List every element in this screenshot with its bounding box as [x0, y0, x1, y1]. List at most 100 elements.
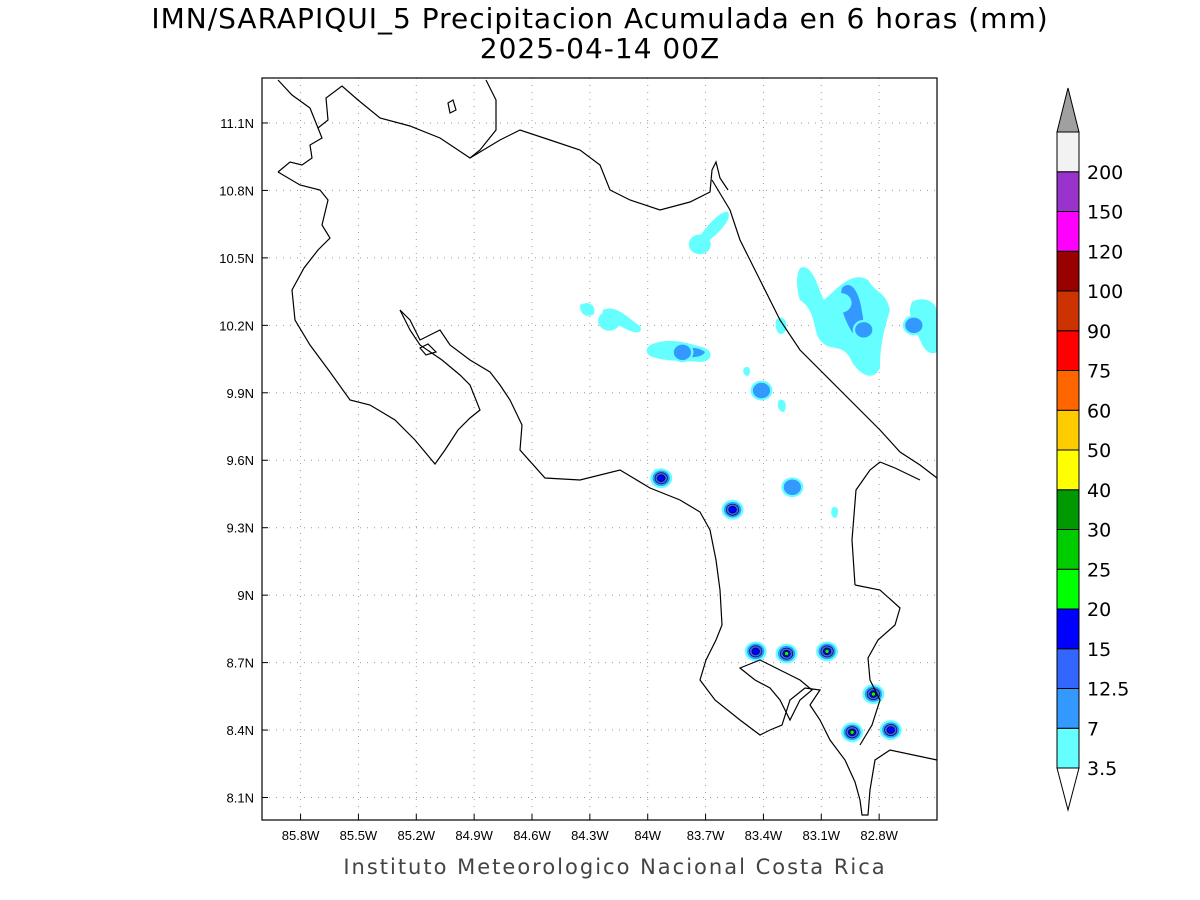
colorbar-over-arrow [1056, 87, 1080, 133]
precip-cell [671, 342, 694, 363]
precip-contour-level [598, 310, 621, 331]
colorbar-swatch [1056, 608, 1080, 650]
precip-contour-level [829, 292, 852, 313]
precip-cell [750, 380, 773, 401]
precip-contour-level [657, 474, 666, 482]
precip-contour-level [783, 479, 801, 495]
coastline-nicaragua-border [469, 129, 729, 211]
y-tick-label: 9.6N [227, 453, 254, 468]
precip-cell [829, 292, 852, 313]
colorbar-label: 150 [1087, 202, 1123, 224]
colorbar-label: 100 [1087, 281, 1123, 303]
y-tick-label: 8.1N [227, 791, 254, 806]
colorbar-swatch [1056, 449, 1080, 491]
precip-area-east-small-2 [777, 399, 786, 412]
island-nicoya [419, 343, 438, 356]
precip-area-caribbean-north [797, 267, 890, 376]
colorbar-swatch [1056, 250, 1080, 292]
colorbar-label: 40 [1087, 480, 1111, 502]
map-title: IMN/SARAPIQUI_5 Precipitacion Acumulada … [151, 2, 1049, 35]
colorbar-under-arrow [1056, 767, 1080, 812]
colorbar-label: 12.5 [1087, 679, 1129, 701]
precip-cell [598, 310, 621, 331]
precip-contour-level [905, 317, 923, 334]
precip-cell [744, 641, 767, 662]
colorbar-label: 200 [1087, 162, 1123, 184]
y-tick-label: 9.9N [227, 386, 254, 401]
x-tick-label: 84.9W [455, 828, 493, 843]
coastline-nicoya-gulf [399, 309, 938, 816]
longitude-axis: 85.8W 85.5W 85.2W 84.9W 84.6W 84.3W 84W 83.7W 83… [282, 814, 899, 843]
x-tick-label: 83.1W [802, 828, 840, 843]
colorbar-swatch [1056, 290, 1080, 332]
precip-cell [650, 468, 673, 489]
footer-credit: Instituto Meteorologico Nacional Costa R… [343, 855, 887, 879]
precip-contour-level [673, 344, 692, 361]
precip-area-east-small-4 [831, 506, 839, 518]
precip-cell [879, 720, 902, 740]
y-tick-label: 10.8N [219, 183, 254, 198]
y-tick-label: 10.5N [219, 251, 254, 266]
precip-cell [688, 234, 711, 255]
precip-cell [721, 499, 744, 520]
precip-area-north-band [699, 211, 729, 243]
coastline-caribbean [711, 179, 938, 479]
colorbar-label: 3.5 [1087, 758, 1117, 780]
precip-cell [841, 722, 864, 743]
colorbar-swatch [1056, 409, 1080, 451]
border-panama [851, 461, 921, 746]
color-legend: 3.5 7 12.5 15 20 25 30 40 50 60 75 90 100 120 150 200 [1056, 87, 1129, 812]
y-tick-label: 8.7N [227, 656, 254, 671]
colorbar-swatch [1056, 330, 1080, 371]
x-tick-label: 85.5W [340, 828, 378, 843]
colorbar-swatch [1056, 648, 1080, 689]
y-tick-label: 10.2N [219, 318, 254, 333]
map-frame [261, 77, 938, 821]
precip-contour-level [849, 730, 855, 735]
island-small [447, 99, 457, 114]
y-tick-label: 9N [237, 588, 254, 603]
lat-lon-grid [262, 78, 937, 820]
precip-contour-level [752, 382, 771, 399]
colorbar-swatch [1056, 529, 1080, 570]
coastline-nicaragua-south [277, 79, 497, 159]
colorbar-swatch [1056, 688, 1080, 729]
x-tick-label: 83.7W [687, 828, 725, 843]
precip-area-east-small-3 [743, 366, 751, 376]
colorbar-label: 75 [1087, 361, 1111, 383]
x-tick-label: 85.2W [397, 828, 435, 843]
colorbar-swatch [1056, 727, 1080, 769]
colorbar-label: 30 [1087, 520, 1111, 542]
precip-area-east-small [775, 317, 787, 335]
colorbar-swatch [1056, 131, 1080, 173]
x-tick-label: 84W [634, 828, 661, 843]
precip-cell [781, 477, 804, 498]
colorbar-label: 7 [1087, 718, 1099, 740]
colorbar-swatch [1056, 370, 1080, 411]
colorbar-swatch [1056, 211, 1080, 252]
x-tick-label: 84.3W [571, 828, 609, 843]
peninsula-osa [738, 659, 813, 722]
precip-contour-level [751, 647, 760, 656]
map-subtitle-datetime: 2025-04-14 00Z [479, 32, 721, 65]
precip-contour-level [824, 649, 830, 654]
colorbar-label: 50 [1087, 440, 1111, 462]
y-tick-label: 9.3N [227, 521, 254, 536]
precip-area-north-west [580, 303, 595, 316]
precip-cell [902, 315, 925, 336]
precip-cell [816, 641, 839, 662]
x-tick-label: 85.8W [282, 828, 320, 843]
colorbar-swatch [1056, 568, 1080, 610]
precip-contour-level [728, 505, 737, 514]
precip-cell [852, 319, 875, 340]
colorbar-label: 25 [1087, 559, 1111, 581]
precip-contour-level [871, 691, 876, 697]
colorbar-label: 60 [1087, 400, 1111, 422]
precipitation-cells [598, 234, 925, 743]
precip-contour-level [886, 726, 895, 734]
latitude-axis: 11.1N 10.8N 10.5N 10.2N 9.9N 9.6N 9.3N 9N 8.7N 8.… [219, 116, 268, 806]
x-tick-label: 82.8W [860, 828, 898, 843]
x-tick-label: 83.4W [745, 828, 783, 843]
precip-cell [775, 643, 798, 664]
